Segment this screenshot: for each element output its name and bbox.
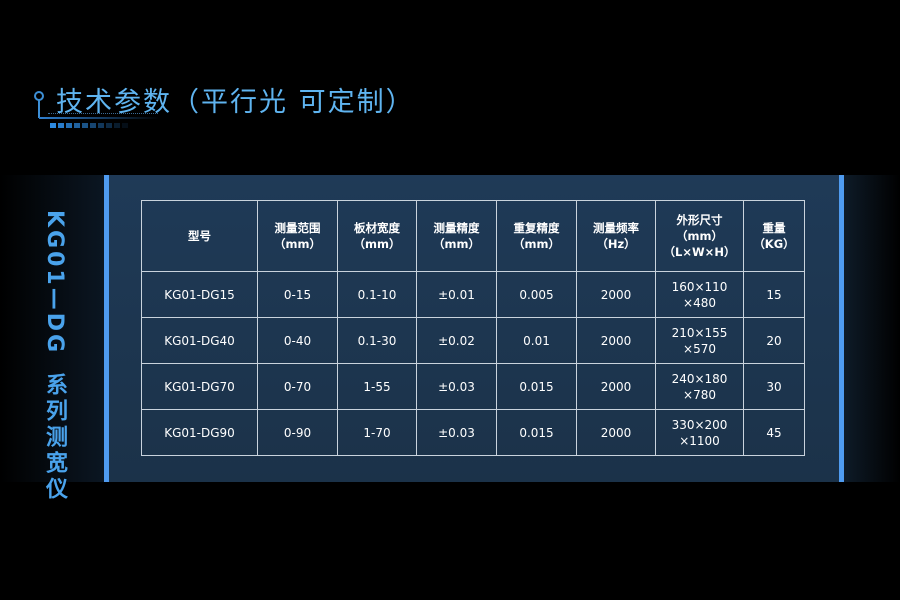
column-header-text: （mm）: [353, 237, 401, 251]
cell-weight: 20: [743, 317, 805, 364]
cell-accuracy: ±0.03: [416, 409, 497, 456]
table-row: KG01-DG15 0-15 0.1-10 ±0.01 0.005 2000 160×110…: [141, 271, 805, 318]
spec-table: 型号 测量范围 （mm） 板材宽度 （mm） 测量精度 （mm） 重复精度 （mm） 测量频率 （H…: [141, 200, 805, 456]
cell-range: 0-90: [257, 409, 338, 456]
cell-width: 0.1-10: [337, 271, 417, 318]
cell-freq: 2000: [576, 409, 656, 456]
column-header-text: （mm）: [513, 237, 560, 251]
column-header-text: 测量精度: [433, 221, 480, 235]
cell-model: KG01-DG15: [141, 271, 258, 318]
table-row: KG01-DG70 0-70 1-55 ±0.03 0.015 2000 240×180 ×7…: [141, 363, 805, 410]
column-header-text: （mm）: [676, 229, 723, 243]
cell-dim: 210×155 ×570: [655, 317, 744, 364]
cell-weight: 30: [743, 363, 805, 410]
cell-repeat: 0.015: [496, 409, 577, 456]
column-header: 测量精度 （mm）: [416, 200, 497, 272]
cell-accuracy: ±0.01: [416, 271, 497, 318]
column-header-text: 重复精度: [513, 221, 560, 235]
column-header-text: 测量频率: [593, 221, 639, 235]
cell-dimension-text: 240×180: [671, 371, 728, 386]
column-header-text: （mm）: [274, 237, 321, 251]
cell-range: 0-15: [257, 271, 338, 318]
cell-dim: 240×180 ×780: [655, 363, 744, 410]
right-shade: [844, 175, 900, 482]
cell-repeat: 0.015: [496, 363, 577, 410]
cell-model: KG01-DG90: [141, 409, 258, 456]
side-label: KG01—DG 系列测宽仪: [38, 210, 70, 503]
cell-dimension-text: ×480: [683, 295, 716, 310]
cell-range: 0-40: [257, 317, 338, 364]
cell-accuracy: ±0.02: [416, 317, 497, 364]
cell-dimension-text: 210×155: [671, 325, 728, 340]
cell-dimension-text: ×1100: [679, 433, 720, 448]
title-decoration-underline: [39, 117, 159, 119]
column-header: 重量 （KG）: [743, 200, 805, 272]
column-header: 型号: [141, 200, 258, 272]
cell-freq: 2000: [576, 317, 656, 364]
cell-dim: 330×200 ×1100: [655, 409, 744, 456]
page-title: 技术参数（平行光 可定制）: [56, 87, 415, 118]
cell-dimension-text: 160×110: [671, 279, 728, 294]
cell-freq: 2000: [576, 363, 656, 410]
table-row: KG01-DG40 0-40 0.1-30 ±0.02 0.01 2000 210×155 ×…: [141, 317, 805, 364]
column-header-text: 外形尺寸: [676, 213, 723, 227]
column-header: 重复精度 （mm）: [496, 200, 577, 272]
cell-model: KG01-DG40: [141, 317, 258, 364]
cell-width: 1-55: [337, 363, 417, 410]
cell-weight: 45: [743, 409, 805, 456]
column-header-text: （L×W×H）: [663, 245, 736, 259]
side-label-model: KG01—DG: [42, 210, 67, 356]
cell-dimension-text: 330×200: [671, 417, 728, 432]
cell-weight: 15: [743, 271, 805, 318]
column-header-text: （KG）: [753, 237, 795, 251]
column-header: 测量频率 （Hz）: [576, 200, 656, 272]
column-header: 测量范围 （mm）: [257, 200, 338, 272]
column-header-text: 型号: [188, 229, 211, 243]
column-header-text: 板材宽度: [354, 221, 400, 235]
table-row: KG01-DG90 0-90 1-70 ±0.03 0.015 2000 330×200 ×1…: [141, 409, 805, 456]
cell-width: 0.1-30: [337, 317, 417, 364]
cell-repeat: 0.01: [496, 317, 577, 364]
column-header: 板材宽度 （mm）: [337, 200, 417, 272]
title-decoration-dots: [48, 113, 158, 115]
side-label-series: 系列测宽仪: [42, 373, 67, 504]
cell-dimension-text: ×570: [683, 341, 716, 356]
side-label-area: [0, 175, 104, 482]
title-decoration-line: [38, 100, 40, 118]
cell-model: KG01-DG70: [141, 363, 258, 410]
cell-freq: 2000: [576, 271, 656, 318]
table-header-row: 型号 测量范围 （mm） 板材宽度 （mm） 测量精度 （mm） 重复精度 （mm） 测量频率 （H…: [141, 200, 805, 272]
column-header-text: （Hz）: [596, 237, 636, 251]
cell-accuracy: ±0.03: [416, 363, 497, 410]
cell-dimension-text: ×780: [683, 387, 716, 402]
column-header-text: 重量: [762, 221, 786, 235]
cell-width: 1-70: [337, 409, 417, 456]
column-header-text: （mm）: [433, 237, 480, 251]
title-decoration-bars: [50, 123, 128, 128]
cell-repeat: 0.005: [496, 271, 577, 318]
cell-dim: 160×110 ×480: [655, 271, 744, 318]
cell-range: 0-70: [257, 363, 338, 410]
column-header-text: 测量范围: [274, 221, 321, 235]
panel-right-edge: [839, 175, 844, 482]
column-header: 外形尺寸 （mm） （L×W×H）: [655, 200, 744, 272]
panel-left-edge: [104, 175, 109, 482]
